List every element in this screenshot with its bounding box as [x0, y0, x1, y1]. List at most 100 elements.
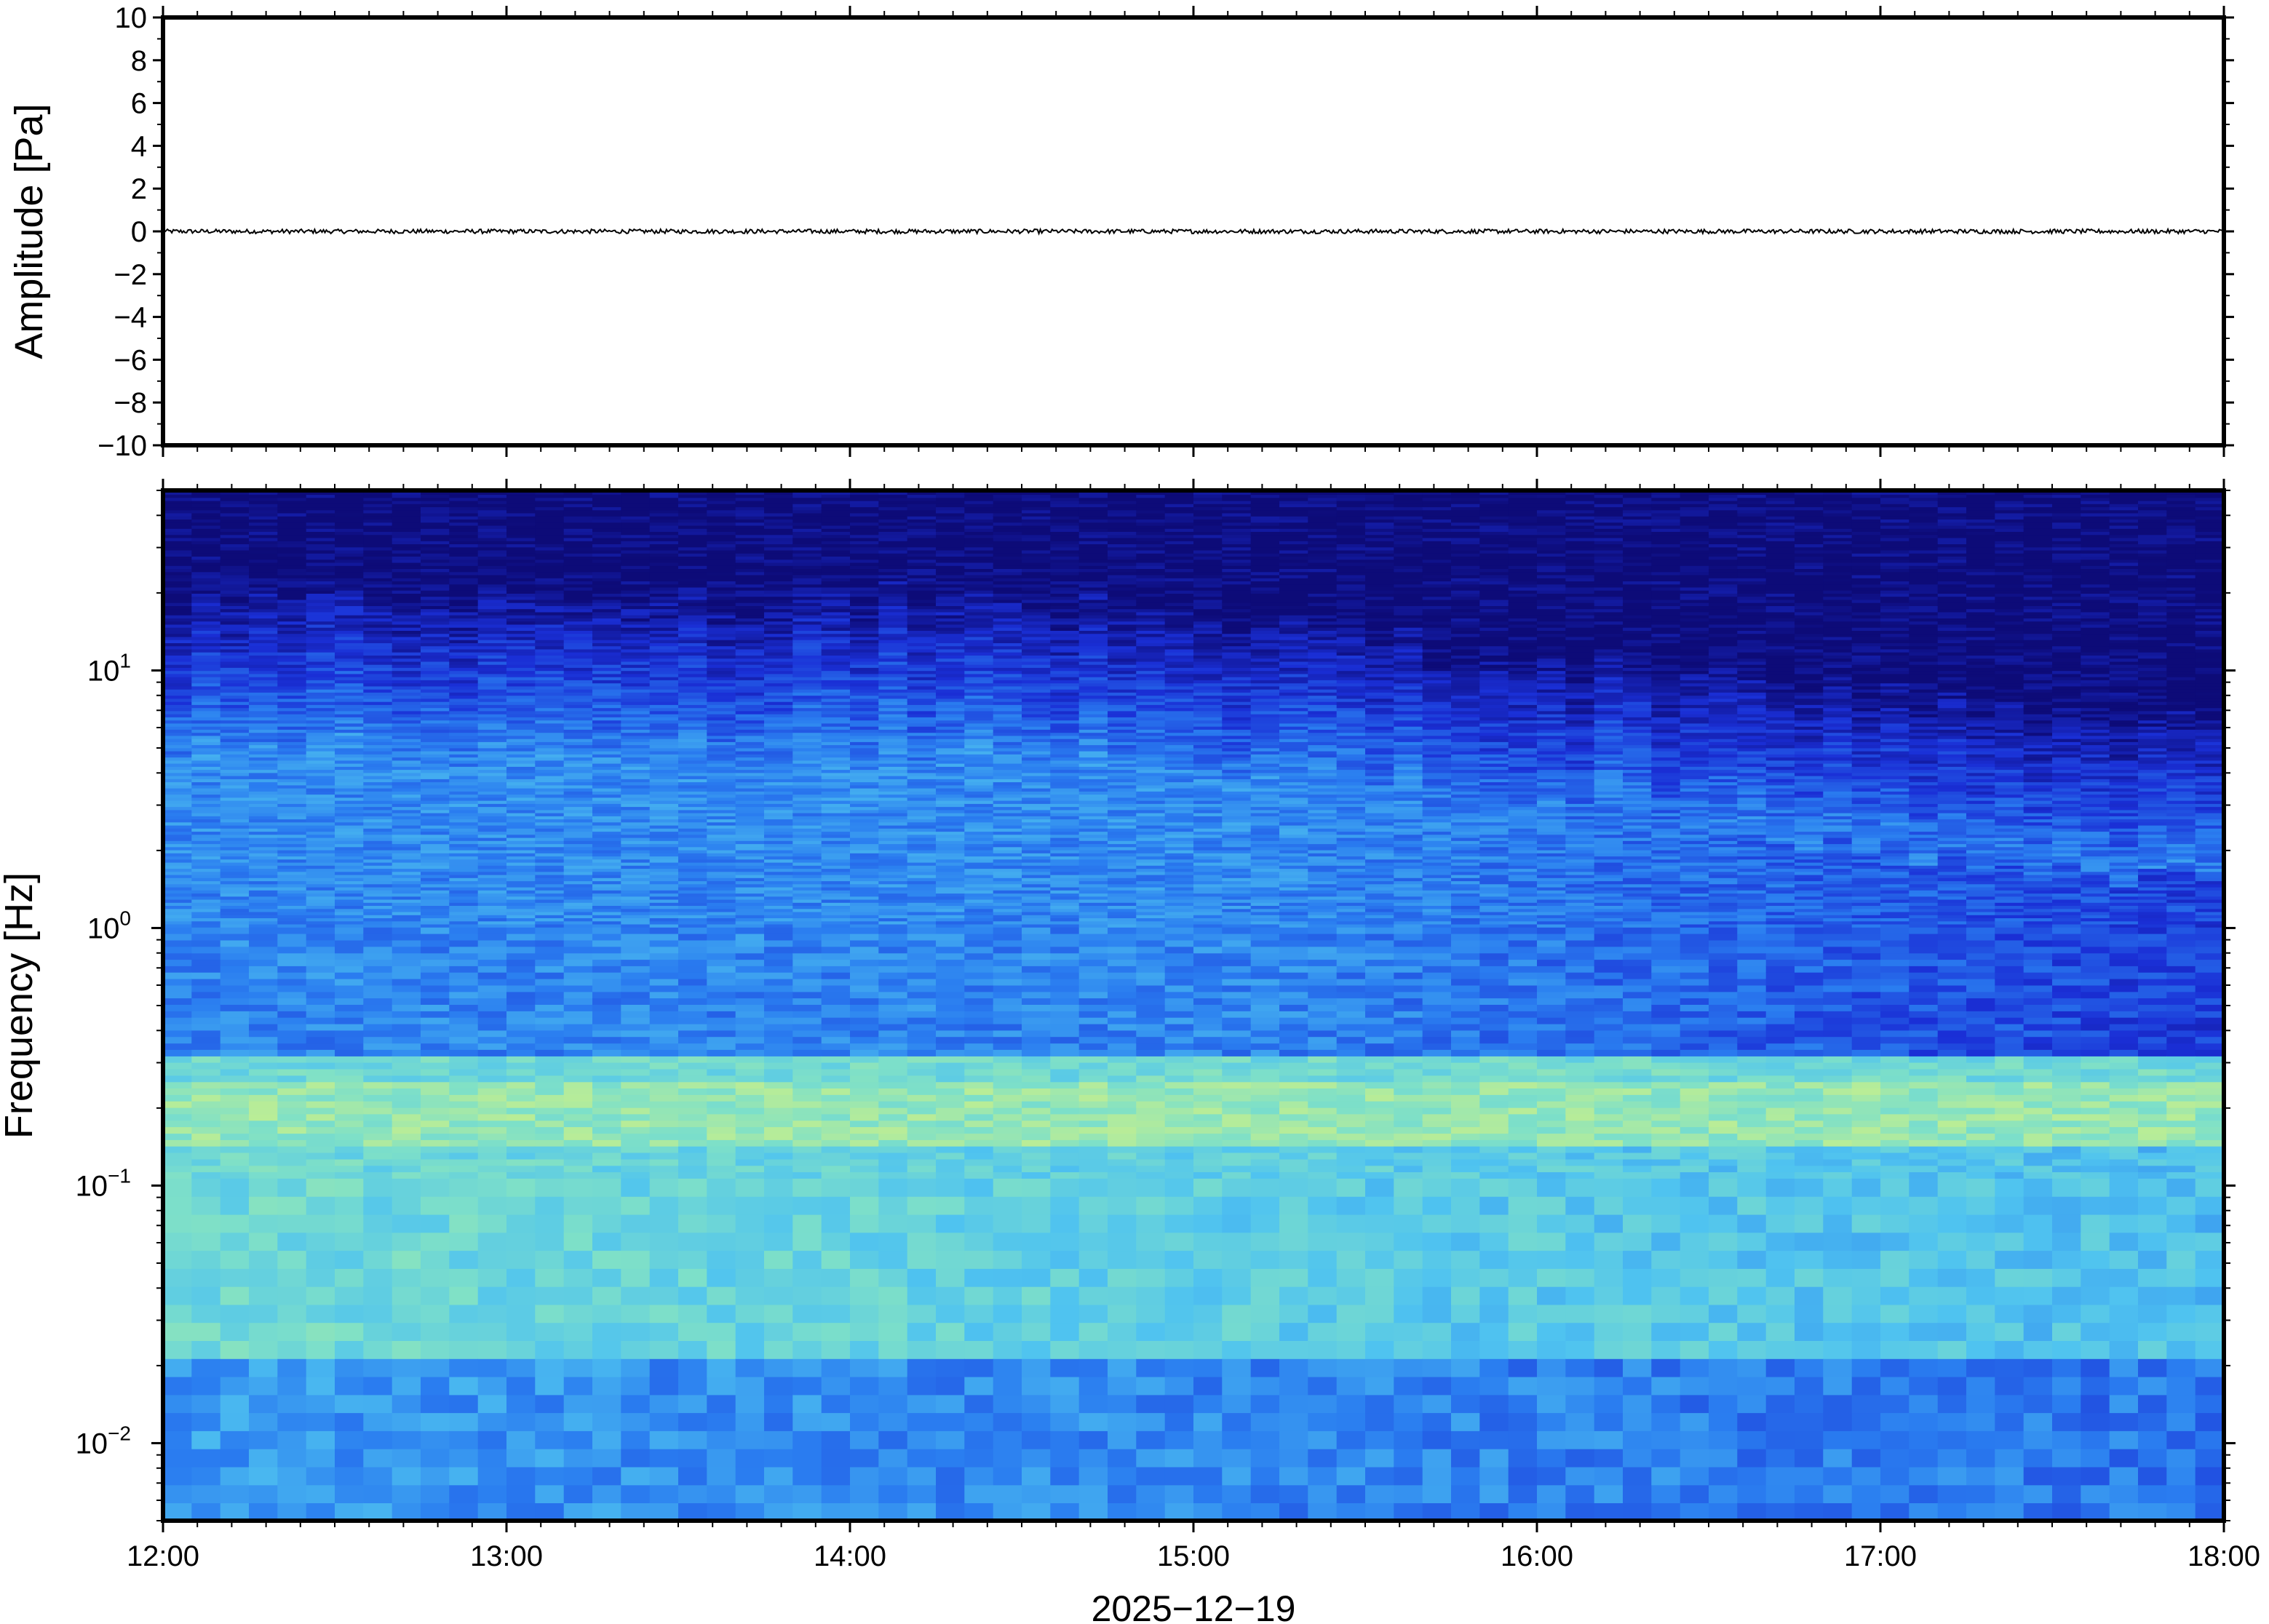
spectrogram-cell — [249, 769, 279, 773]
spectrogram-cell — [649, 1056, 679, 1063]
spectrogram-cell — [249, 927, 279, 934]
spectrogram-cell — [678, 729, 708, 733]
spectrogram-cell — [477, 747, 507, 752]
spectrogram-cell — [191, 682, 221, 687]
spectrogram-cell — [506, 772, 536, 776]
spectrogram-cell — [191, 568, 221, 573]
spectrogram-cell — [621, 676, 651, 680]
spectrogram-cell — [249, 615, 279, 618]
spectrogram-cell — [191, 821, 221, 826]
spectrogram-cell — [449, 611, 479, 616]
spectrogram-cell — [392, 611, 421, 616]
spectrogram-cell — [163, 918, 193, 922]
spectrogram-cell — [678, 723, 708, 727]
spectrogram-cell — [163, 541, 193, 544]
spectrogram-cell — [163, 1178, 193, 1197]
spectrogram-cell — [277, 1120, 307, 1128]
spectrogram-cell — [191, 837, 221, 841]
spectrogram-cell — [792, 578, 822, 581]
spectrogram-cell — [191, 602, 221, 606]
spectrogram-cell — [421, 1068, 450, 1076]
spectrogram-cell — [535, 1094, 565, 1102]
spectrogram-cell — [191, 893, 221, 897]
spectrogram-cell — [506, 883, 536, 888]
spectrogram-cell — [363, 883, 393, 888]
spectrogram-cell — [649, 599, 679, 603]
spectrogram-cell — [477, 1062, 507, 1070]
spectrogram-cell — [335, 1107, 365, 1115]
spectrogram-cell — [821, 843, 851, 848]
spectrogram-cell — [792, 1171, 822, 1179]
spectrogram-cell — [191, 506, 221, 511]
spectrogram-cell — [592, 688, 622, 693]
spectrogram-cell — [592, 512, 622, 517]
spectrogram-cell — [764, 544, 794, 548]
spectrogram-cell — [477, 1145, 507, 1153]
spectrogram-cell — [306, 531, 335, 536]
spectrogram-cell — [764, 553, 794, 557]
spectrogram-cell — [821, 661, 851, 665]
spectrogram-cell — [449, 908, 479, 912]
spectrogram-cell — [535, 655, 565, 659]
spectrogram-cell — [306, 611, 335, 616]
spectrogram-cell — [707, 725, 736, 730]
spectrogram-cell — [277, 599, 307, 603]
spectrogram-cell — [477, 1171, 507, 1179]
spectrogram-cell — [678, 537, 708, 541]
spectrogram-cell — [421, 509, 450, 514]
spectrogram-cell — [220, 816, 250, 820]
spectrogram-cell — [421, 877, 450, 882]
spectrogram-cell — [621, 1004, 651, 1011]
spectrogram-cell — [277, 713, 307, 717]
spectrogram-cell — [277, 890, 307, 894]
spectrogram-cell — [449, 911, 479, 915]
spectrogram-cell — [506, 522, 536, 526]
spectrogram-cell — [335, 772, 365, 776]
spectrogram-cell — [563, 915, 593, 918]
spectrogram-cell — [421, 1152, 450, 1160]
spectrogram-cell — [535, 531, 565, 536]
spectrogram-cell — [249, 723, 279, 727]
spectrogram-cell — [535, 972, 565, 979]
spectrogram-cell — [563, 648, 593, 653]
spectrogram-cell — [363, 1340, 393, 1359]
spectrogram-cell — [363, 608, 393, 613]
spectrogram-cell — [792, 608, 822, 613]
spectrogram-cell — [392, 828, 421, 832]
spectrogram-cell — [563, 760, 593, 764]
spectrogram-cell — [449, 837, 479, 841]
spectrogram-cell — [506, 837, 536, 841]
spectrogram-cell — [249, 1430, 279, 1449]
spectrogram-cell — [477, 849, 507, 853]
spectrogram-cell — [764, 772, 794, 776]
spectrogram-cell — [220, 1158, 250, 1166]
spectrogram-cell — [363, 1004, 393, 1011]
spectrogram-cell — [592, 1412, 622, 1431]
spectrogram-cell — [277, 911, 307, 915]
spectrogram-cell — [678, 779, 708, 783]
spectrogram-cell — [792, 1250, 822, 1269]
spectrogram-cell — [563, 978, 593, 986]
spectrogram-cell — [191, 549, 221, 554]
spectrogram-cell — [421, 972, 450, 979]
spectrogram-cell — [792, 1196, 822, 1215]
spectrogram-cell — [220, 640, 250, 643]
spectrogram-cell — [220, 794, 250, 798]
spectrogram-cell — [563, 791, 593, 795]
spectrogram-cell — [249, 522, 279, 526]
spectrogram-cell — [792, 618, 822, 622]
spectrogram-cell — [392, 1023, 421, 1031]
spectrogram-cell — [764, 735, 794, 739]
spectrogram-cell — [363, 754, 393, 758]
spectrogram-cell — [335, 1075, 365, 1083]
spectrogram-cell — [421, 747, 450, 752]
spectrogram-cell — [421, 824, 450, 829]
spectrogram-cell — [335, 729, 365, 733]
spectrogram-cell — [563, 1101, 593, 1108]
spectrogram-cell — [707, 797, 736, 801]
spectrogram-cell — [621, 506, 651, 511]
spectrogram-cell — [535, 1376, 565, 1396]
spectrogram-cell — [335, 806, 365, 811]
spectrogram-cell — [421, 779, 450, 783]
spectrogram-cell — [421, 927, 450, 934]
